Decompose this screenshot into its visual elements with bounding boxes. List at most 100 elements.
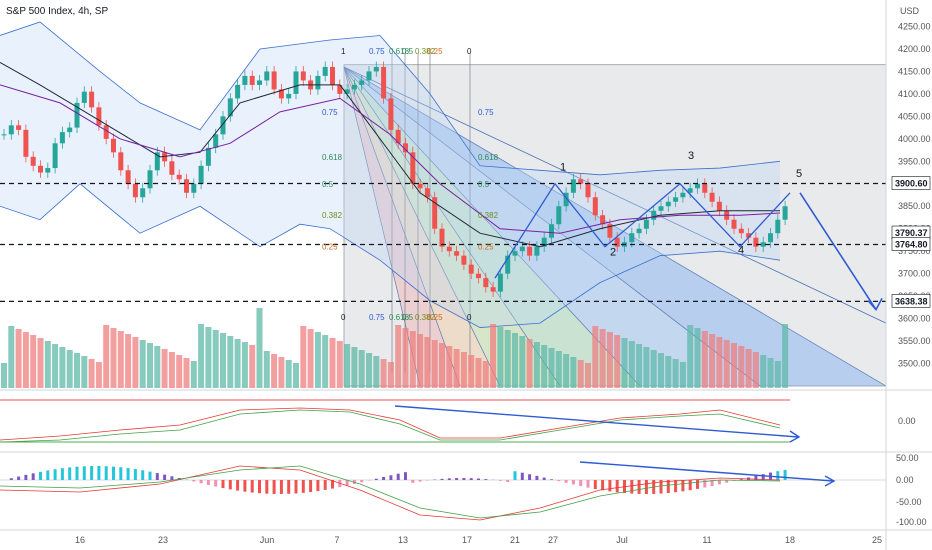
volume-bar [307, 329, 314, 388]
price-tag [891, 176, 931, 190]
candle [585, 183, 591, 198]
candle [454, 251, 460, 256]
volume-bar [322, 335, 329, 388]
candle [220, 116, 226, 135]
candle [497, 273, 503, 292]
volume-bar [198, 324, 205, 388]
volume-bar [665, 356, 672, 388]
macd-histogram-bar [703, 480, 707, 488]
candle [8, 125, 14, 135]
candle [154, 152, 160, 171]
candle [162, 152, 168, 162]
candle [570, 179, 576, 193]
fib-top-label: 0.25 [427, 47, 443, 56]
price-tag-value: 3900.60 [895, 179, 928, 189]
fib-level-right: 0.25 [478, 243, 494, 252]
macd-histogram-bar [148, 471, 152, 480]
volume-bar [227, 336, 234, 388]
macd-histogram-bar [710, 480, 714, 486]
candle [702, 183, 708, 193]
volume-bar [774, 361, 781, 388]
volume-bar [585, 363, 591, 388]
candle [614, 237, 620, 247]
candle [23, 129, 29, 157]
candle [527, 246, 533, 256]
volume-bar [490, 324, 497, 388]
price-tag-value: 3764.80 [895, 240, 928, 250]
volume-bar [519, 336, 526, 388]
candle [410, 152, 416, 184]
osc-arrowhead [789, 430, 801, 443]
candle [534, 246, 540, 256]
volume-bar [190, 361, 197, 388]
candle [695, 183, 700, 189]
volume-bar [74, 353, 80, 388]
candle [403, 143, 408, 153]
macd-histogram-bar [214, 480, 218, 487]
wave-label: 1 [560, 161, 566, 173]
macd-histogram-bar [389, 475, 393, 480]
volume-bar [548, 348, 555, 388]
candle [563, 192, 569, 207]
macd-histogram-bar [294, 480, 298, 494]
macd-histogram-bar [97, 466, 101, 480]
candle [549, 224, 554, 238]
candle [125, 170, 131, 184]
macd-histogram-bar [279, 480, 283, 494]
wave-label: 5 [796, 168, 802, 180]
fib-top-label: 0.382 [415, 47, 436, 56]
volume-bar [37, 338, 44, 388]
macd-histogram-bar [331, 480, 334, 489]
volume-bar [139, 340, 146, 388]
candle [768, 233, 773, 243]
fib-top-label: 0.5 [402, 47, 414, 56]
candle [505, 255, 511, 274]
candle [600, 215, 606, 225]
osc-line-green [0, 409, 781, 443]
volume-bar [709, 334, 716, 388]
macd-histogram-bar [469, 478, 473, 480]
volume-bar [570, 357, 577, 388]
volume-bar [731, 343, 737, 388]
candle [315, 75, 321, 90]
volume-bar [117, 331, 124, 388]
candle [446, 246, 452, 252]
macd-histogram-bar [272, 480, 276, 494]
volume-bar [767, 358, 774, 388]
moving-average-black [0, 62, 780, 248]
macd-histogram-bar [104, 466, 108, 480]
volume-bar [278, 357, 285, 388]
volume-bar [395, 325, 402, 388]
macd-tick: 50.00 [896, 453, 919, 463]
volume-bar [66, 350, 73, 388]
candle [461, 255, 467, 265]
fib-top-label: 0.618 [389, 47, 410, 56]
fib-level-right: 0.618 [478, 153, 499, 162]
fib-level-left: 0.618 [322, 153, 343, 162]
candle [651, 210, 657, 220]
macd-histogram-bar [9, 478, 13, 480]
candle [388, 98, 394, 130]
x-tick-label: 23 [158, 535, 168, 545]
volume-bar [621, 338, 628, 388]
macd-histogram-bar [287, 480, 291, 494]
macd-histogram-bar [170, 476, 174, 480]
fib-bottom-label: 0.618 [389, 313, 410, 322]
candle [607, 224, 613, 238]
candle [205, 147, 211, 166]
macd-histogram-bar [265, 480, 269, 494]
volume-bar [650, 350, 657, 388]
macd-histogram-bar [163, 474, 167, 480]
volume-bar [541, 345, 548, 388]
macd-histogram-bar [206, 480, 210, 485]
macd-histogram-bar [557, 480, 561, 482]
volume-bar [592, 326, 599, 388]
macd-histogram-bar [39, 471, 42, 480]
macd-histogram-bar [250, 480, 254, 493]
candle [359, 80, 365, 85]
macd-histogram-bar [46, 470, 50, 480]
macd-histogram-bar [542, 477, 546, 480]
candle [16, 125, 22, 130]
candle [578, 179, 584, 184]
